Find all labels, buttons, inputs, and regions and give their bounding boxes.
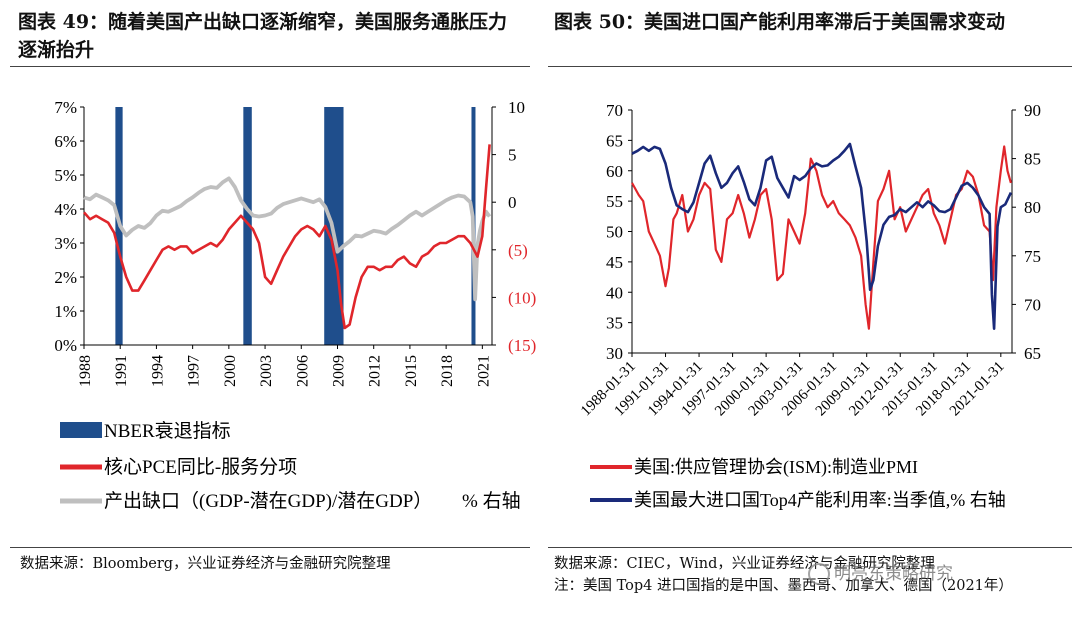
y-right-tick-label: (15) — [508, 336, 536, 355]
left-legend: NBER衰退指标核心PCE同比-服务分项产出缺口（(GDP-潜在GDP)/潜在G… — [60, 420, 521, 512]
y-left-tick-label: 5% — [54, 166, 77, 185]
right-title-rule — [548, 66, 1072, 67]
legend-label-recession: NBER衰退指标 — [104, 420, 231, 442]
legend-label-ism: 美国:供应管理协会(ISM):制造业PMI — [634, 457, 918, 478]
left-chart-title: 图表 49：随着美国产出缺口逐渐缩窄，美国服务通胀压力逐渐抬升 — [18, 11, 508, 61]
legend-label-gap-unit: % 右轴 — [462, 490, 521, 512]
right-chart: 3035404550556065706570758085901988-01-31… — [578, 101, 1041, 510]
y-left-tick-label: 45 — [606, 253, 623, 272]
legend-label-gap: 产出缺口（(GDP-潜在GDP)/潜在GDP） — [104, 490, 432, 512]
x-tick-label: 2012 — [367, 355, 384, 387]
x-tick-label: 2015 — [403, 355, 420, 387]
y-right-tick-label: 85 — [1024, 150, 1041, 169]
y-left-tick-label: 6% — [54, 132, 77, 151]
y-left-tick-label: 55 — [606, 192, 623, 211]
y-right-tick-label: 10 — [508, 98, 525, 117]
x-tick-label: 1988 — [77, 355, 94, 387]
x-tick-label: 1994 — [149, 355, 166, 387]
y-left-tick-label: 7% — [54, 98, 77, 117]
x-tick-label: 2009 — [330, 355, 347, 387]
y-right-tick-label: 90 — [1024, 101, 1041, 120]
x-tick-label: 1991 — [113, 355, 130, 387]
legend-swatch-recession — [60, 422, 102, 438]
x-tick-label: 2000 — [222, 355, 239, 387]
series-line-output-gap — [83, 176, 492, 302]
y-left-tick-label: 65 — [606, 131, 623, 150]
x-tick-label: 2003 — [258, 355, 275, 387]
series-line-ism-pmi — [631, 145, 1012, 330]
y-left-tick-label: 40 — [606, 283, 623, 302]
watermark: 明亮东策略研究 — [808, 559, 953, 585]
left-title-rule — [10, 66, 530, 67]
series-line-core-pce — [83, 144, 491, 330]
right-source-rule — [548, 547, 1072, 548]
x-tick-label: 2021 — [475, 355, 492, 387]
y-left-tick-label: 70 — [606, 101, 623, 120]
y-right-tick-label: 65 — [1024, 344, 1041, 363]
legend-label-capacity: 美国最大进口国Top4产能利用率:当季值,% 右轴 — [634, 490, 1006, 510]
series-line-capacity-utilization — [631, 142, 1013, 330]
y-left-tick-label: 0% — [54, 336, 77, 355]
right-footnote: 注：美国 Top4 进口国指的是中国、墨西哥、加拿大、德国（2021年） — [554, 578, 1013, 594]
x-tick-label: 2018 — [439, 355, 456, 387]
y-left-tick-label: 3% — [54, 234, 77, 253]
y-left-tick-label: 50 — [606, 223, 623, 242]
y-right-tick-label: 5 — [508, 146, 517, 165]
recession-bar-2 — [243, 107, 252, 345]
x-tick-label: 1997 — [186, 355, 203, 387]
y-left-tick-label: 4% — [54, 200, 77, 219]
y-right-tick-label: 75 — [1024, 247, 1041, 266]
legend-label-pce: 核心PCE同比-服务分项 — [104, 456, 297, 478]
y-left-tick-label: 2% — [54, 268, 77, 287]
y-right-tick-label: 0 — [508, 193, 517, 212]
right-panel: 图表 50：美国进口国产能利用率滞后于美国需求变动 30 35 40 45 50 55 60… — [540, 0, 1080, 623]
left-source-note: 数据来源：Bloomberg，兴业证券经济与金融研究院整理 — [20, 556, 391, 572]
y-right-tick-label: (5) — [508, 241, 528, 260]
right-legend: 美国:供应管理协会(ISM):制造业PMI 美国最大进口国Top4产能利用率:当季… — [590, 457, 1006, 510]
y-left-tick-label: 35 — [606, 314, 623, 333]
x-tick-label: 2006 — [294, 355, 311, 387]
y-left-tick-label: 60 — [606, 162, 623, 181]
left-source-rule — [10, 547, 530, 548]
y-right-tick-label: 80 — [1024, 198, 1041, 217]
y-left-tick-label: 1% — [54, 302, 77, 321]
right-source-note: 数据来源：CIEC，Wind，兴业证券经济与金融研究院整理 — [554, 556, 935, 572]
watermark-text: 明亮东策略研究 — [834, 564, 953, 584]
y-right-tick-label: 70 — [1024, 295, 1041, 314]
left-panel: 图表 49：随着美国产出缺口逐渐缩窄，美国服务通胀压力逐渐抬升 0% 1% 2% 3%… — [10, 11, 536, 572]
wechat-icon — [808, 563, 830, 585]
right-chart-title: 图表 50：美国进口国产能利用率滞后于美国需求变动 — [554, 11, 1006, 33]
y-left-tick-label: 30 — [606, 344, 623, 363]
left-chart: 0% 1% 2% 3% 4% 5% 6% 7% 10 5 0 (5) (10) (15) 1988 1991 1… — [54, 98, 536, 512]
y-right-tick-label: (10) — [508, 288, 536, 307]
